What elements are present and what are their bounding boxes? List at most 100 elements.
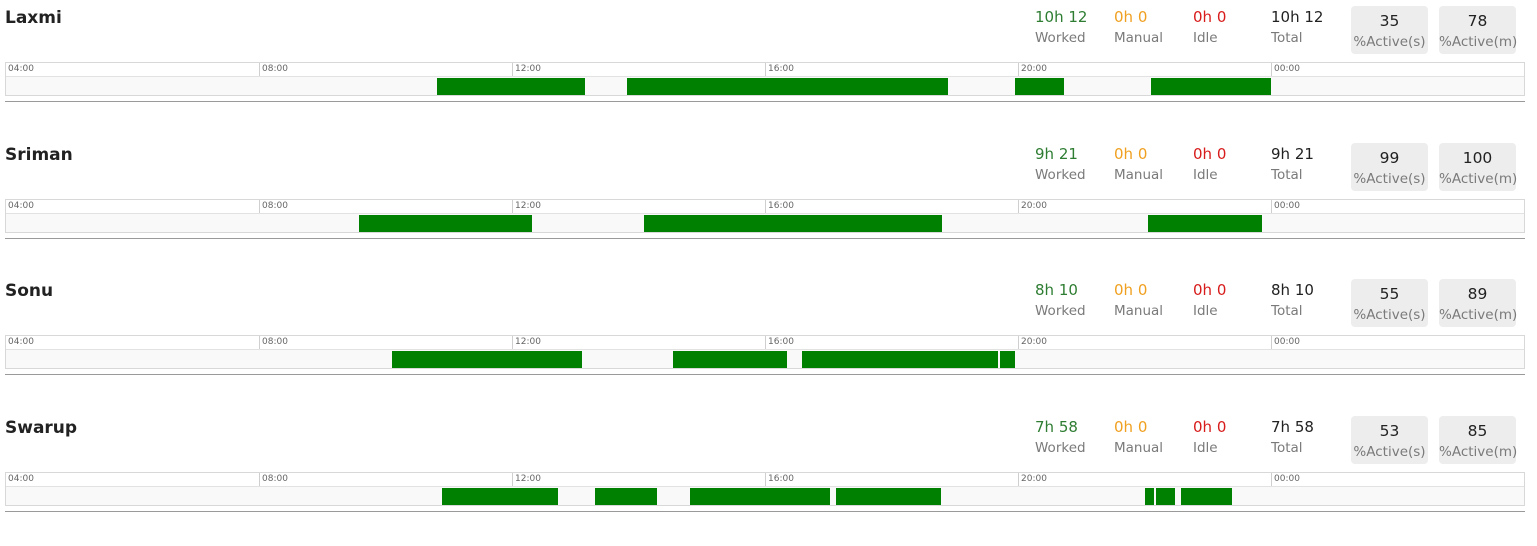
user-activity-card: Sriman 9h 21 Worked 0h 0 Manual 0h 0 Idl… [0, 137, 1537, 273]
timeline-tick-label: 00:00 [1271, 336, 1300, 349]
idle-stat: 0h 0 Idle [1193, 144, 1226, 186]
manual-label: Manual [1114, 303, 1164, 319]
activity-segment[interactable] [595, 488, 658, 505]
activity-segment[interactable] [442, 488, 558, 505]
user-name[interactable]: Sriman [5, 145, 73, 165]
active-s-value: 53 [1379, 422, 1400, 440]
activity-timeline: 04:00 08:00 12:00 16:00 20:00 00:00 [5, 62, 1525, 96]
total-stat: 9h 21 Total [1271, 144, 1314, 186]
idle-label: Idle [1193, 30, 1218, 46]
activity-segment[interactable] [690, 488, 830, 505]
timeline-tick-label: 12:00 [512, 200, 541, 213]
active-s-label: %Active(s) [1353, 307, 1426, 323]
activity-segment[interactable] [358, 215, 533, 232]
idle-label: Idle [1193, 167, 1218, 183]
activity-timeline: 04:00 08:00 12:00 16:00 20:00 00:00 [5, 335, 1525, 369]
timeline-ticks: 04:00 08:00 12:00 16:00 20:00 00:00 [6, 63, 1524, 77]
timeline-ticks: 04:00 08:00 12:00 16:00 20:00 00:00 [6, 200, 1524, 214]
total-stat: 7h 58 Total [1271, 417, 1314, 459]
timeline-track [6, 214, 1524, 232]
worked-value: 10h 12 [1035, 8, 1088, 26]
worked-stat: 9h 21 Worked [1035, 144, 1086, 186]
timeline-tick-label: 00:00 [1271, 473, 1300, 486]
timeline-tick-label: 08:00 [259, 473, 288, 486]
worked-label: Worked [1035, 303, 1086, 319]
user-activity-card: Swarup 7h 58 Worked 0h 0 Manual 0h 0 Idl… [0, 410, 1537, 546]
activity-segment[interactable] [835, 488, 941, 505]
timeline-track [6, 350, 1524, 368]
activity-segment[interactable] [1150, 78, 1271, 95]
active-s-label: %Active(s) [1353, 444, 1426, 460]
active-m-box: 78 %Active(m) [1439, 6, 1518, 54]
timeline-ticks: 04:00 08:00 12:00 16:00 20:00 00:00 [6, 473, 1524, 487]
user-name[interactable]: Laxmi [5, 8, 62, 28]
timeline-tick-label: 12:00 [512, 473, 541, 486]
user-name[interactable]: Swarup [5, 418, 78, 438]
manual-value: 0h 0 [1114, 281, 1148, 299]
card-divider [5, 238, 1525, 239]
total-stat: 8h 10 Total [1271, 280, 1314, 322]
idle-stat: 0h 0 Idle [1193, 417, 1226, 459]
active-m-box: 100 %Active(m) [1439, 143, 1518, 191]
idle-stat: 0h 0 Idle [1193, 7, 1226, 49]
activity-segment[interactable] [391, 351, 582, 368]
timeline-tick-label: 20:00 [1018, 473, 1047, 486]
manual-label: Manual [1114, 30, 1164, 46]
activity-segment[interactable] [627, 78, 949, 95]
worked-label: Worked [1035, 30, 1086, 46]
manual-stat: 0h 0 Manual [1114, 280, 1163, 322]
activity-segment[interactable] [1000, 351, 1015, 368]
timeline-tick-label: 00:00 [1271, 200, 1300, 213]
activity-timeline: 04:00 08:00 12:00 16:00 20:00 00:00 [5, 199, 1525, 233]
timeline-tick-label: 04:00 [8, 64, 34, 74]
card-divider [5, 511, 1525, 512]
timeline-tick-label: 08:00 [259, 63, 288, 76]
activity-segment[interactable] [1181, 488, 1232, 505]
activity-segment[interactable] [1014, 78, 1064, 95]
timeline-tick-label: 12:00 [512, 63, 541, 76]
activity-segment[interactable] [643, 215, 943, 232]
activity-segment[interactable] [1147, 215, 1262, 232]
idle-value: 0h 0 [1193, 418, 1227, 436]
activity-timeline: 04:00 08:00 12:00 16:00 20:00 00:00 [5, 472, 1525, 506]
active-m-value: 100 [1462, 149, 1493, 167]
activity-segment[interactable] [1144, 488, 1154, 505]
worked-label: Worked [1035, 440, 1086, 456]
activity-segment[interactable] [801, 351, 998, 368]
activity-segment[interactable] [1155, 488, 1175, 505]
active-s-value: 35 [1379, 12, 1400, 30]
timeline-tick-label: 20:00 [1018, 63, 1047, 76]
idle-label: Idle [1193, 440, 1218, 456]
timeline-tick-label: 20:00 [1018, 200, 1047, 213]
idle-value: 0h 0 [1193, 281, 1227, 299]
active-s-box: 53 %Active(s) [1351, 416, 1428, 464]
idle-stat: 0h 0 Idle [1193, 280, 1226, 322]
timeline-track [6, 77, 1524, 95]
timeline-track [6, 487, 1524, 505]
worked-value: 8h 10 [1035, 281, 1078, 299]
active-s-value: 99 [1379, 149, 1400, 167]
total-value: 8h 10 [1271, 281, 1314, 299]
card-divider [5, 101, 1525, 102]
active-m-label: %Active(m) [1439, 34, 1518, 50]
total-label: Total [1271, 167, 1303, 183]
worked-value: 9h 21 [1035, 145, 1078, 163]
active-m-label: %Active(m) [1439, 307, 1518, 323]
worked-stat: 8h 10 Worked [1035, 280, 1086, 322]
worked-stat: 7h 58 Worked [1035, 417, 1086, 459]
active-s-value: 55 [1379, 285, 1400, 303]
active-m-value: 85 [1467, 422, 1488, 440]
active-m-label: %Active(m) [1439, 171, 1518, 187]
worked-stat: 10h 12 Worked [1035, 7, 1087, 49]
active-s-label: %Active(s) [1353, 171, 1426, 187]
activity-segment[interactable] [437, 78, 585, 95]
manual-stat: 0h 0 Manual [1114, 7, 1163, 49]
timeline-tick-label: 16:00 [765, 336, 794, 349]
idle-value: 0h 0 [1193, 145, 1227, 163]
active-m-value: 89 [1467, 285, 1488, 303]
active-m-box: 85 %Active(m) [1439, 416, 1517, 464]
active-m-value: 78 [1467, 12, 1488, 30]
user-name[interactable]: Sonu [5, 281, 54, 301]
timeline-tick-label: 04:00 [8, 474, 34, 484]
activity-segment[interactable] [673, 351, 788, 368]
